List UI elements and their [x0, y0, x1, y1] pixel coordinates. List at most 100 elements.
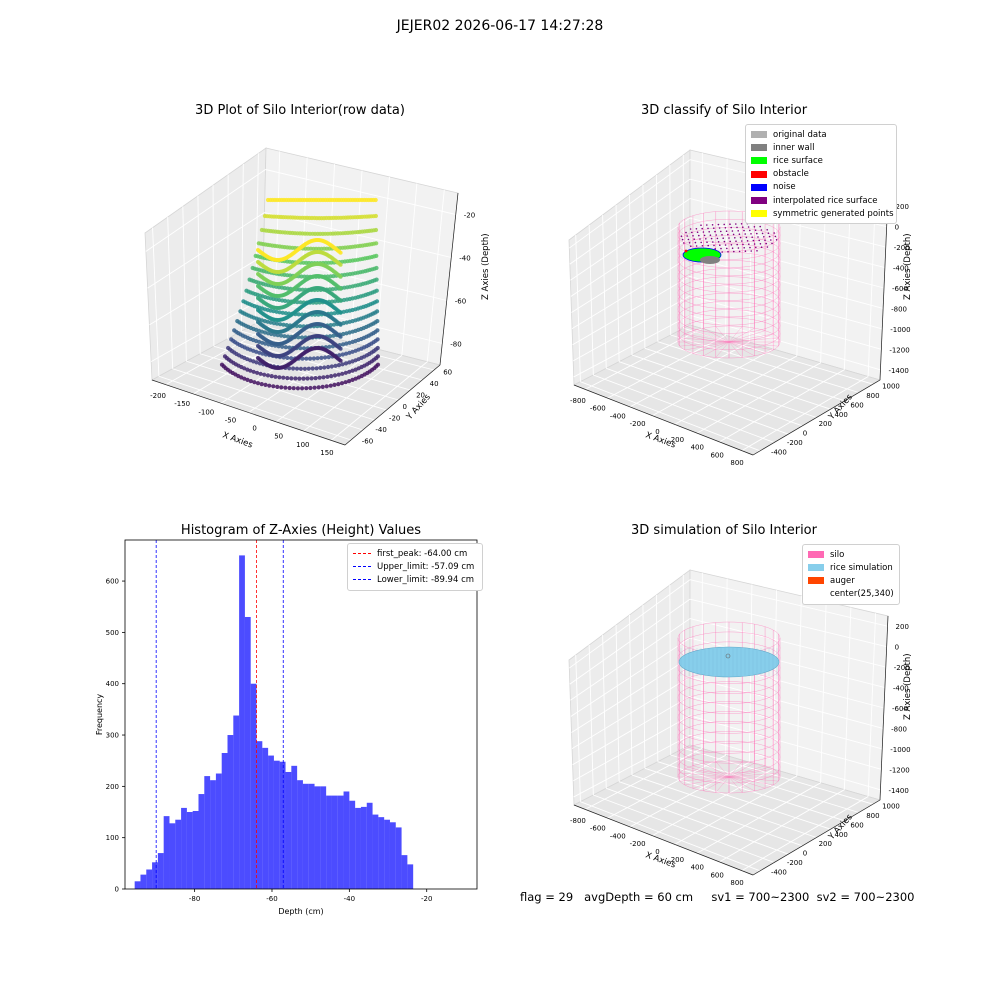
z-tick-label: -400	[893, 685, 909, 693]
legend-swatch	[808, 564, 824, 572]
floor-grid-x	[606, 367, 789, 435]
histogram-bar	[204, 776, 211, 889]
raw-point	[282, 334, 287, 339]
raw-point	[298, 300, 303, 305]
wall-grid-y	[725, 158, 728, 336]
y-tick-label: 600	[106, 578, 119, 586]
raw-point	[279, 333, 284, 338]
rice-point	[703, 234, 706, 237]
x-tick-label: -600	[590, 825, 606, 833]
rice-point	[689, 228, 692, 230]
rice-point	[690, 245, 692, 247]
raw-3d-scatter-plot: -200-150-100-50050100150-60-40-200204060…	[144, 147, 491, 457]
raw-point	[295, 386, 300, 391]
raw-point	[304, 386, 309, 391]
raw-point	[375, 362, 381, 367]
silo-floor-line	[728, 327, 755, 343]
raw-point	[298, 346, 303, 351]
rice-point	[707, 227, 709, 230]
inner-wall-points	[700, 256, 720, 264]
rice-point	[686, 235, 688, 237]
x-tick-label: -80	[189, 895, 200, 903]
rice-point	[701, 227, 703, 230]
x-tick-label: -200	[630, 840, 646, 848]
x-tick-label: 800	[730, 459, 743, 467]
silo-floor-line	[679, 776, 730, 782]
floor-grid-x	[618, 781, 803, 847]
raw-point	[374, 241, 379, 246]
rice-point	[751, 236, 753, 238]
rice-point	[718, 227, 721, 229]
wall-grid-x	[642, 184, 646, 349]
rice-point	[723, 223, 725, 226]
raw-point	[347, 379, 352, 384]
floor-grid-y	[607, 334, 726, 399]
y-axis-line	[752, 379, 881, 456]
y-tick-label: -200	[787, 439, 803, 447]
rice-point	[730, 226, 732, 229]
histogram-bar	[250, 683, 257, 889]
histogram-bar	[157, 853, 164, 889]
raw-point	[255, 381, 261, 386]
histogram-bar	[355, 807, 361, 889]
rice-point	[716, 237, 719, 240]
silo-ring	[677, 760, 781, 794]
raw-point	[300, 356, 305, 361]
rice-point	[706, 224, 708, 226]
rice-point	[742, 226, 744, 228]
raw-point	[327, 344, 332, 349]
raw-point	[350, 368, 355, 373]
y-tick-label: 20	[416, 392, 425, 400]
silo-floor-line	[728, 762, 755, 778]
raw-point	[338, 262, 343, 267]
floor-grid-x	[631, 354, 817, 418]
rice-point	[737, 230, 739, 232]
raw-point	[254, 360, 259, 365]
raw-point	[338, 274, 343, 279]
wall-grid-x	[240, 163, 244, 332]
rice-point	[735, 223, 737, 225]
rice-point	[760, 246, 763, 248]
y-axis-label: Frequency	[95, 694, 104, 736]
z-axis-line	[439, 192, 459, 366]
silo-floor-line	[703, 776, 730, 792]
rice-point	[713, 244, 715, 247]
silo-ring	[677, 227, 781, 260]
rice-point	[683, 242, 685, 244]
silo-ring	[677, 740, 781, 774]
raw-point	[275, 333, 280, 338]
raw-point	[259, 382, 264, 387]
center-marker	[725, 653, 731, 659]
silo-floor-line	[728, 772, 779, 778]
raw-point	[302, 366, 307, 371]
raw-point	[338, 298, 343, 303]
wall-grid-x	[575, 234, 581, 382]
raw-point	[338, 286, 343, 291]
rice-point	[710, 237, 713, 240]
silo-ring	[677, 701, 781, 734]
rice-point	[720, 247, 722, 250]
x-tick-label: -100	[198, 408, 214, 416]
rice-point	[711, 224, 714, 226]
silo-ring	[677, 276, 781, 309]
wall-grid-y	[843, 607, 852, 790]
wall-grid-z	[149, 255, 264, 326]
rice-point	[727, 251, 729, 253]
silo-floor-line	[692, 776, 730, 789]
y-tick-label: -40	[375, 426, 386, 434]
wall-grid-z	[689, 314, 881, 371]
wall-grid-x	[588, 644, 594, 796]
x-tick-label: 150	[320, 449, 333, 457]
histogram-bar	[221, 752, 228, 889]
x-tick-label: 0	[252, 425, 256, 433]
silo-floor-line	[715, 776, 730, 793]
raw-point	[300, 287, 305, 292]
wall-grid-z	[689, 715, 882, 770]
floor-grid-x	[606, 787, 789, 855]
silo-floor-line	[728, 341, 755, 357]
rice-point	[738, 250, 741, 253]
silo-floor-line	[715, 326, 730, 343]
rice-point	[695, 228, 698, 230]
raw-point	[333, 299, 338, 304]
raw-point	[283, 311, 288, 316]
